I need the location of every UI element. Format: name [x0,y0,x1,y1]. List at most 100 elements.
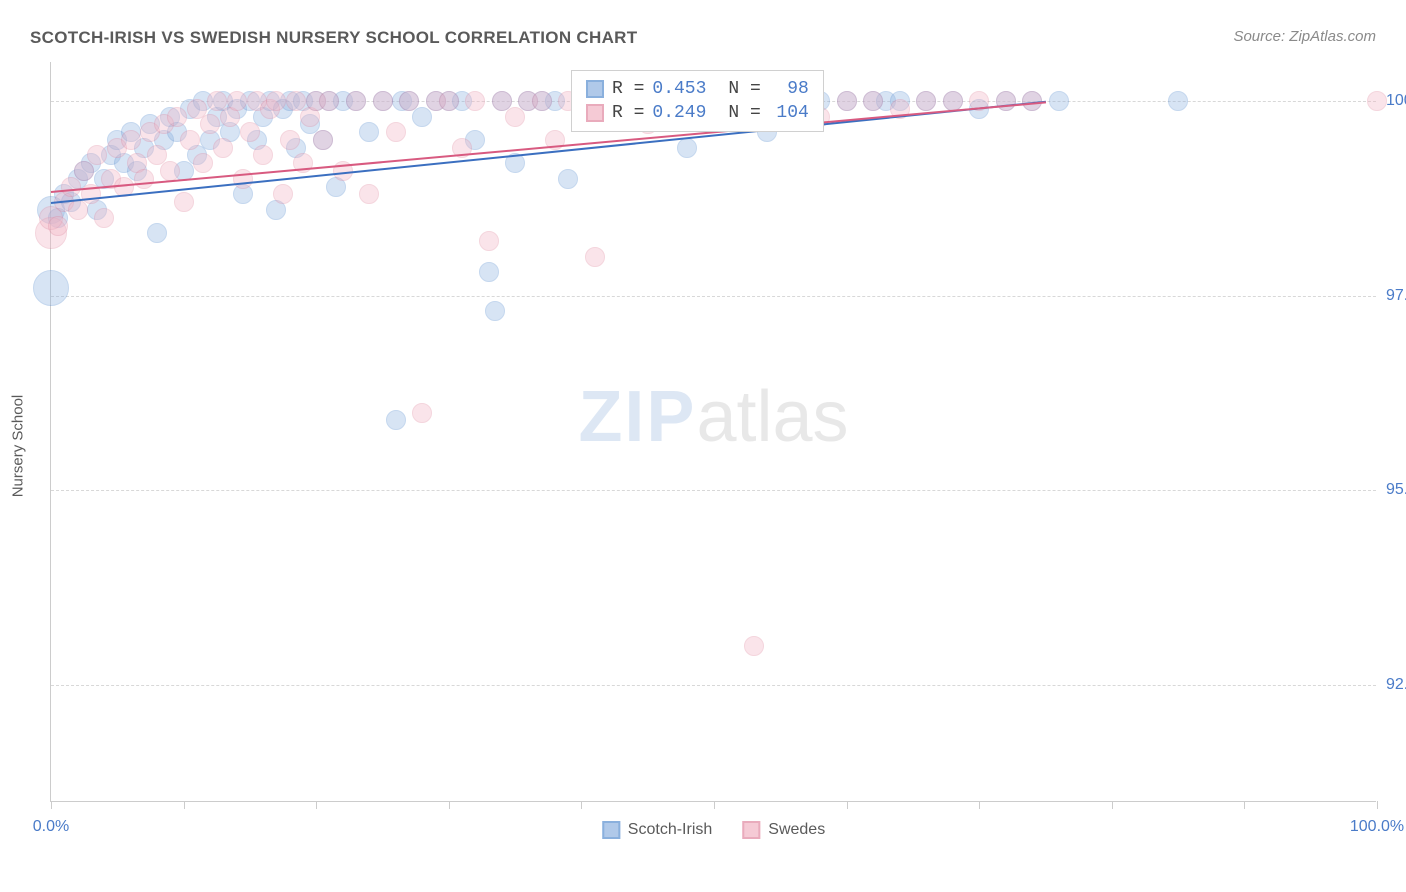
data-point [121,130,141,150]
data-point [465,91,485,111]
legend-r-label: R = [612,79,644,99]
data-point [532,91,552,111]
data-point [200,114,220,134]
data-point [266,91,286,111]
data-point [180,130,200,150]
data-point [386,410,406,430]
x-tick-label: 0.0% [33,818,69,836]
data-point [412,403,432,423]
x-tick [581,801,582,809]
data-point [48,216,68,236]
y-axis-label: Nursery School [10,395,27,498]
y-tick-label: 97.5% [1386,287,1406,305]
data-point [479,231,499,251]
data-point [174,192,194,212]
legend-row: R = 0.249 N = 104 [586,101,809,125]
data-point [996,91,1016,111]
x-tick [1377,801,1378,809]
data-point [412,107,432,127]
x-tick [184,801,185,809]
x-tick [979,801,980,809]
data-point [863,91,883,111]
series-legend: Scotch-Irish Swedes [602,821,825,839]
data-point [313,130,333,150]
scatter-chart: ZIPatlas 92.5%95.0%97.5%100.0%0.0%100.0%… [50,62,1376,802]
data-point [167,107,187,127]
data-point [319,91,339,111]
legend-n-value: 98 [769,79,809,99]
data-point [505,107,525,127]
data-point [233,169,253,189]
y-tick-label: 95.0% [1386,481,1406,499]
data-point [558,169,578,189]
data-point [61,177,81,197]
data-point [74,161,94,181]
x-tick [51,801,52,809]
data-point [253,145,273,165]
data-point [280,130,300,150]
watermark-brand-b: atlas [696,377,848,457]
legend-label: Swedes [768,821,825,839]
watermark: ZIPatlas [578,376,848,458]
data-point [373,91,393,111]
legend-n-value: 104 [769,103,809,123]
chart-title: SCOTCH-IRISH VS SWEDISH NURSERY SCHOOL C… [30,28,637,48]
data-point [1049,91,1069,111]
x-tick [449,801,450,809]
data-point [273,184,293,204]
legend-item: Swedes [742,821,825,839]
data-point [399,91,419,111]
source-citation: Source: ZipAtlas.com [1233,28,1376,45]
x-tick [316,801,317,809]
legend-item: Scotch-Irish [602,821,712,839]
data-point [677,138,697,158]
data-point [585,247,605,267]
data-point [1367,91,1387,111]
data-point [134,169,154,189]
data-point [439,91,459,111]
y-tick-label: 92.5% [1386,676,1406,694]
legend-r-value: 0.453 [652,79,706,99]
data-point [94,208,114,228]
legend-swatch [742,821,760,839]
data-point [359,184,379,204]
legend-r-value: 0.249 [652,103,706,123]
data-point [485,301,505,321]
x-tick [1244,801,1245,809]
data-point [147,223,167,243]
data-point [227,91,247,111]
data-point [240,122,260,142]
gridline [51,490,1376,491]
legend-label: Scotch-Irish [628,821,712,839]
legend-n-label: N = [728,79,760,99]
data-point [744,636,764,656]
gridline [51,296,1376,297]
y-tick-label: 100.0% [1386,92,1406,110]
x-tick [847,801,848,809]
legend-row: R = 0.453 N = 98 [586,77,809,101]
data-point [160,161,180,181]
data-point [479,262,499,282]
data-point [1168,91,1188,111]
data-point [386,122,406,142]
gridline [51,685,1376,686]
data-point [68,200,88,220]
x-tick-label: 100.0% [1350,818,1404,836]
data-point [837,91,857,111]
data-point [193,153,213,173]
data-point [87,145,107,165]
data-point [943,91,963,111]
watermark-brand-a: ZIP [578,377,696,457]
data-point [33,270,69,306]
x-tick [1112,801,1113,809]
legend-swatch [586,80,604,98]
data-point [916,91,936,111]
correlation-legend: R = 0.453 N = 98 R = 0.249 N = 104 [571,70,824,132]
legend-r-label: R = [612,103,644,123]
data-point [213,138,233,158]
data-point [346,91,366,111]
legend-swatch [586,104,604,122]
legend-swatch [602,821,620,839]
legend-n-label: N = [728,103,760,123]
x-tick [714,801,715,809]
